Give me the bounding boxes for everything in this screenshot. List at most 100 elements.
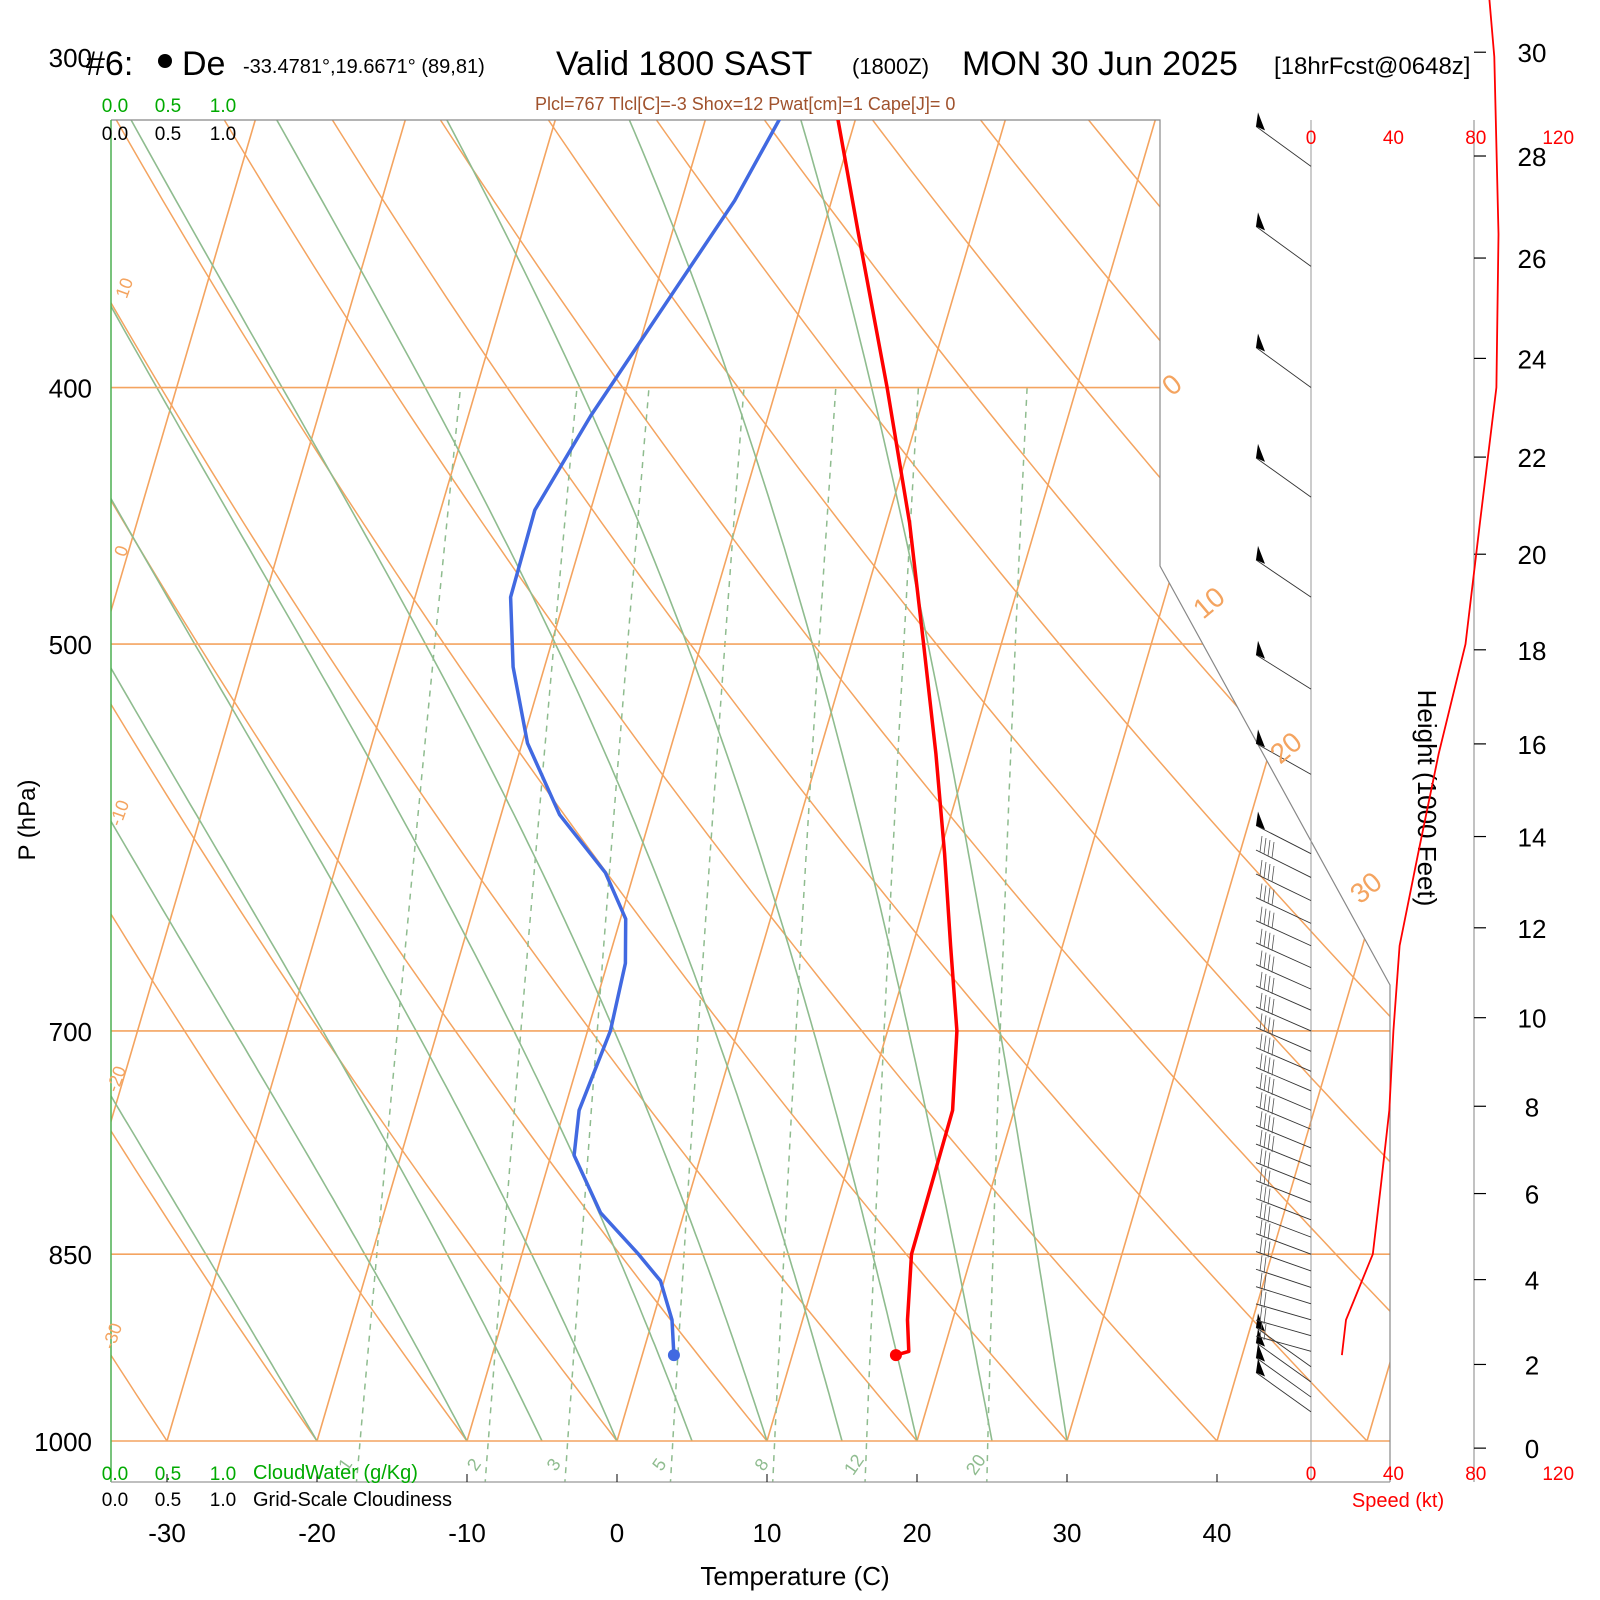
- wind-barb-staff: [1255, 559, 1312, 598]
- dewpoint-profile-line: [508, 120, 807, 1356]
- speed-tick-bottom: 80: [1465, 1464, 1486, 1485]
- dry-adiabat-line: [270, 120, 1390, 1442]
- wind-barb-feather: [1263, 1132, 1267, 1149]
- wind-barb-staff: [1255, 1251, 1312, 1272]
- isotherm-line: [1066, 120, 1390, 1442]
- wind-barb-staff: [1255, 347, 1312, 388]
- wind-barb-feather: [1271, 841, 1275, 859]
- cloudiness-tick-bottom: 0.5: [155, 1490, 181, 1511]
- wind-barb-feather: [1263, 837, 1267, 855]
- wind-barb-feather: [1259, 1072, 1263, 1090]
- zulu-time: (1800Z): [852, 54, 930, 79]
- height-tick-label: 22: [1518, 443, 1547, 473]
- height-tick-label: 12: [1518, 914, 1547, 944]
- temperature-tick-label: 10: [753, 1518, 782, 1548]
- wind-barb-feather: [1259, 1148, 1263, 1165]
- wind-barb-feather: [1259, 1033, 1263, 1050]
- background-lines: [111, 120, 1390, 1482]
- wind-barb-feather: [1259, 1219, 1263, 1236]
- pressure-tick-label: 850: [49, 1240, 92, 1270]
- cloudwater-tick-bottom: 0.0: [102, 1464, 128, 1485]
- wind-barb-feather: [1271, 889, 1275, 906]
- wind-barb-feather: [1263, 1015, 1267, 1032]
- wind-barb-feather: [1267, 1037, 1271, 1054]
- temperature-profile-line: [819, 120, 959, 1357]
- isotherm-label: -30: [99, 1320, 127, 1351]
- moist-adiabat-line: [111, 120, 543, 1442]
- wind-barb-feather: [1271, 1136, 1275, 1153]
- dewpoint-surface-marker: [667, 1349, 680, 1362]
- wind-barb-feather: [1271, 1039, 1275, 1056]
- wind-barb-pennant: [1256, 333, 1265, 352]
- wind-barb-staff: [1255, 964, 1312, 990]
- wind-barb-feather: [1259, 992, 1263, 1009]
- dry-adiabat-line: [111, 120, 618, 1442]
- dry-adiabat-line: [371, 120, 1390, 1442]
- wind-barb-feather: [1271, 912, 1275, 929]
- wind-barb-feather: [1271, 977, 1275, 995]
- temperature-surface-marker: [889, 1349, 902, 1362]
- wind-speed-line: [1341, 0, 1500, 1356]
- dry-adiabat-line: [111, 120, 768, 1442]
- wind-barb-staff: [1255, 1047, 1312, 1072]
- wind-barb-feather: [1271, 1117, 1275, 1134]
- isotherm-label: 20: [1264, 726, 1308, 770]
- wind-barb-staff: [1255, 1027, 1312, 1052]
- wind-barb-feather: [1263, 861, 1267, 879]
- wind-barb-pennant: [1256, 811, 1265, 830]
- wind-barb-feather: [1267, 863, 1271, 881]
- wind-barb-feather: [1267, 1096, 1271, 1113]
- wind-barb-feather: [1271, 998, 1275, 1015]
- mixing-ratio-label: 12: [840, 1451, 868, 1479]
- wind-barb-feather: [1259, 950, 1263, 967]
- wind-barb-staff: [1255, 920, 1312, 947]
- wind-barb-feather: [1263, 930, 1267, 947]
- wind-barb-staff: [1255, 873, 1312, 902]
- wind-barb-feather: [1259, 883, 1263, 900]
- wind-barb-feather: [1267, 1057, 1271, 1074]
- height-tick-label: 4: [1525, 1266, 1539, 1296]
- isotherm-line: [111, 120, 407, 1442]
- wind-barb-feather: [1267, 932, 1271, 949]
- dry-adiabat-line: [977, 120, 1390, 1442]
- wind-barb-staff: [1255, 1303, 1312, 1321]
- moist-adiabat-line: [297, 120, 918, 1442]
- station-coords: -33.4781°,19.6671° (89,81): [243, 56, 485, 78]
- wind-barb-staff: [1255, 1233, 1312, 1255]
- wind-barb-feather: [1267, 1223, 1271, 1240]
- isotherm-label: 10: [1187, 581, 1231, 625]
- wind-barb-feather: [1263, 1074, 1267, 1092]
- wind-barb-feather: [1267, 1241, 1271, 1258]
- wind-barb-feather: [1263, 1239, 1267, 1256]
- wind-barb-feather: [1263, 1035, 1267, 1052]
- wind-barb-pennant: [1256, 1313, 1265, 1332]
- mixing-ratio-line: [668, 387, 745, 1482]
- wind-barb-staff: [1255, 849, 1312, 878]
- wind-barb-feather: [1271, 865, 1275, 883]
- dry-adiabat-line: [111, 120, 318, 1442]
- wind-barb-feather: [1259, 1321, 1263, 1339]
- isotherm-line: [766, 120, 1157, 1442]
- isotherm-line: [1366, 120, 1390, 1442]
- wind-barb-feather: [1259, 1255, 1263, 1272]
- stability-indices: Plcl=767 Tlcl[C]=-3 Shox=12 Pwat[cm]=1 C…: [535, 94, 956, 114]
- height-tick-label: 0: [1525, 1434, 1539, 1464]
- mixing-ratio-line: [354, 387, 462, 1482]
- speed-tick-top: 0: [1306, 128, 1317, 149]
- isotherm-line: [916, 120, 1307, 1442]
- mixing-ratio-line: [863, 387, 920, 1482]
- wind-barb-feather: [1263, 885, 1267, 902]
- dry-adiabat-line: [875, 120, 1390, 1442]
- wind-barb-feather: [1267, 910, 1271, 927]
- forecast-info: [18hrFcst@0648z]: [1274, 53, 1471, 80]
- cloudiness-tick-top: 0.5: [155, 124, 181, 145]
- isotherm-label: 10: [112, 275, 138, 301]
- profile-series: [508, 120, 959, 1362]
- wind-barb-feather: [1259, 1237, 1263, 1254]
- mixing-ratio-label: 5: [648, 1455, 670, 1475]
- wind-barb-feather: [1263, 1274, 1267, 1291]
- wind-barb-staff: [1255, 1286, 1312, 1305]
- wind-barb-feather: [1267, 1170, 1271, 1187]
- dry-adiabat-line: [111, 120, 468, 1442]
